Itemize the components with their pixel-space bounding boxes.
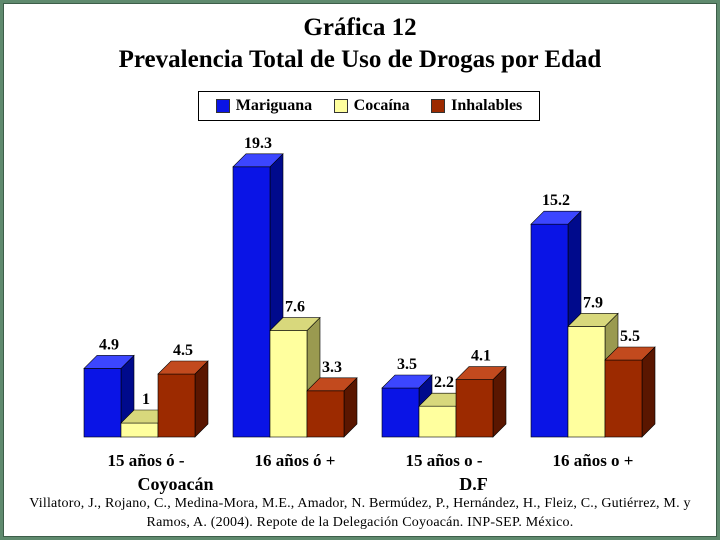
bar-mariguana-3 — [530, 223, 569, 438]
bar-top-inhalables-3 — [604, 346, 656, 361]
bar-top-mariguana-3 — [530, 210, 582, 225]
bar-inhalables-1 — [306, 390, 345, 438]
bar-label-mariguana-2: 3.5 — [397, 356, 417, 373]
citation: Villatoro, J., Rojano, C., Medina-Mora, … — [29, 496, 691, 530]
bar-label-cocaina-2: 2.2 — [434, 374, 454, 391]
bar-top-mariguana-1 — [232, 153, 284, 168]
legend-label-inhalables: Inhalables — [451, 97, 523, 114]
category-label-3: 16 años o + — [552, 451, 633, 470]
category-label-0: 15 años ó - — [108, 451, 185, 470]
bar-top-cocaina-3 — [567, 313, 619, 327]
chart-title: Gráfica 12 — [303, 14, 417, 41]
bar-top-inhalables-2 — [455, 366, 507, 380]
legend-label-mariguana: Mariguana — [235, 97, 313, 114]
legend-swatch-inhalables — [431, 99, 446, 113]
category-label-1: 16 años ó + — [254, 451, 335, 470]
bar-label-mariguana-0: 4.9 — [99, 336, 119, 353]
legend-label-cocaina: Cocaína — [353, 97, 410, 114]
legend-swatch-cocaina — [333, 99, 348, 113]
bar-label-mariguana-3: 15.2 — [542, 192, 570, 209]
bar-inhalables-2 — [455, 379, 494, 438]
bar-cocaina-3 — [567, 326, 606, 438]
bar-mariguana-0 — [83, 368, 122, 438]
bar-label-cocaina-3: 7.9 — [583, 294, 603, 311]
chart-subtitle: Prevalencia Total de Uso de Drogas por E… — [118, 46, 602, 73]
bar-top-mariguana-0 — [83, 355, 135, 369]
legend-item-cocaina: Cocaína — [333, 97, 410, 115]
group-label-coyoacan: Coyoacán — [138, 474, 214, 494]
bar-cocaina-2 — [418, 405, 457, 438]
legend-item-mariguana: Mariguana — [215, 97, 313, 115]
bar-side-inhalables-3 — [641, 346, 656, 438]
category-label-2: 15 años o - — [406, 451, 483, 470]
legend: Mariguana Cocaína Inhalables — [198, 91, 540, 121]
bar-label-cocaina-0: 1 — [142, 391, 150, 408]
bar-top-cocaina-1 — [269, 317, 321, 331]
bar-top-inhalables-1 — [306, 377, 358, 392]
bar-cocaina-1 — [269, 330, 308, 438]
bar-label-inhalables-2: 4.1 — [471, 348, 491, 365]
bar-label-cocaina-1: 7.6 — [285, 299, 305, 316]
bar-top-mariguana-2 — [381, 374, 433, 389]
bar-mariguana-1 — [232, 166, 271, 438]
bar-cocaina-0 — [120, 422, 159, 438]
bar-top-inhalables-0 — [157, 360, 209, 375]
group-label-d-f: D.F — [459, 474, 488, 494]
legend-swatch-mariguana — [215, 99, 230, 113]
bar-mariguana-2 — [381, 387, 420, 438]
bar-label-mariguana-1: 19.3 — [244, 135, 272, 152]
bar-label-inhalables-3: 5.5 — [620, 328, 640, 345]
bar-inhalables-3 — [604, 359, 643, 438]
bar-label-inhalables-0: 4.5 — [173, 342, 193, 359]
legend-item-inhalables: Inhalables — [431, 97, 522, 115]
bar-label-inhalables-1: 3.3 — [322, 359, 342, 376]
bar-inhalables-0 — [157, 373, 196, 438]
